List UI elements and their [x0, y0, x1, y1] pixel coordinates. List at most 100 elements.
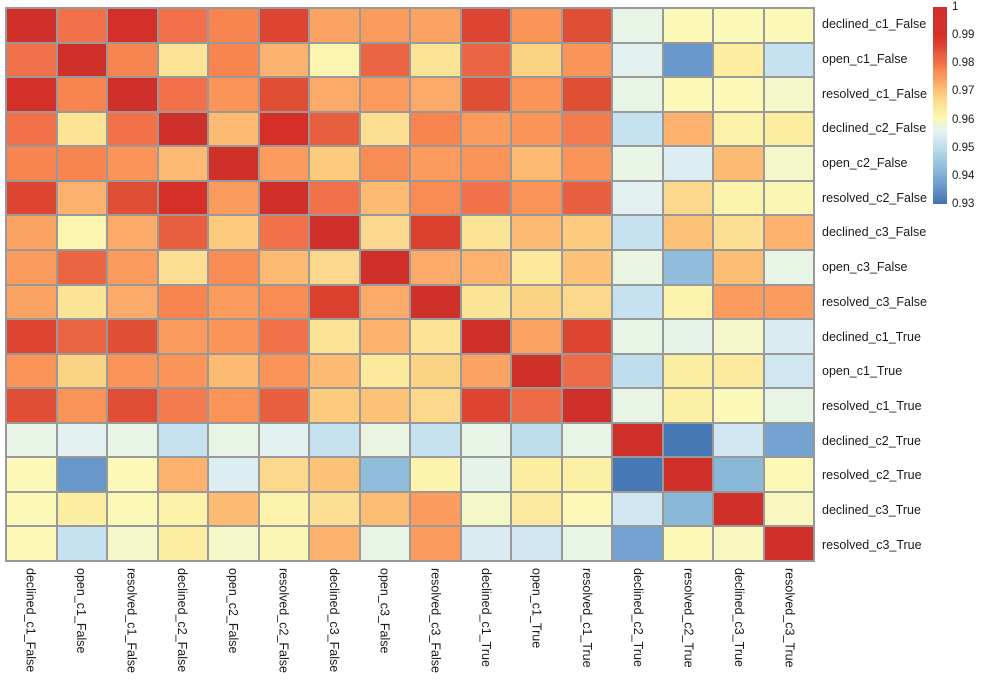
heatmap-cell: [562, 389, 611, 422]
heatmap-cell: [209, 320, 258, 353]
heatmap-cell: [158, 458, 207, 491]
heatmap-cell: [310, 147, 359, 180]
heatmap-cell: [310, 112, 359, 146]
heatmap-cell: [360, 354, 409, 388]
heatmap-cell: [310, 216, 359, 249]
heatmap-cell: [461, 423, 510, 457]
heatmap-cell: [310, 181, 359, 215]
heatmap-cell: [562, 9, 611, 42]
heatmap-cell: [209, 181, 258, 215]
heatmap-cell: [663, 527, 712, 560]
heatmap-cell: [108, 112, 157, 146]
heatmap-cell: [411, 354, 460, 388]
heatmap-cell: [57, 181, 106, 215]
heatmap-cell: [663, 285, 712, 319]
heatmap-cell: [411, 250, 460, 284]
heatmap-cell: [158, 285, 207, 319]
column-label: declined_c1_False: [23, 568, 38, 673]
row-label: declined_c1_True: [822, 329, 921, 344]
heatmap-cell: [158, 250, 207, 284]
heatmap-cell: [663, 423, 712, 457]
heatmap-cell: [411, 112, 460, 146]
heatmap-cell: [562, 78, 611, 111]
heatmap-cell: [57, 320, 106, 353]
heatmap-cell: [663, 354, 712, 388]
heatmap-cell: [259, 389, 308, 422]
heatmap-cell: [663, 181, 712, 215]
heatmap-cell: [259, 112, 308, 146]
heatmap-cell: [158, 147, 207, 180]
heatmap-column-labels: declined_c1_False open_c1_False resolved_c…: [5, 568, 815, 687]
heatmap-cell: [714, 320, 763, 353]
heatmap-cell: [57, 285, 106, 319]
heatmap-cell: [714, 250, 763, 284]
colorbar-gradient: [933, 7, 947, 204]
row-label: open_c1_False: [822, 52, 908, 67]
heatmap-cell: [360, 43, 409, 77]
heatmap-cell: [158, 181, 207, 215]
heatmap-cell: [7, 43, 56, 77]
column-label: resolved_c2_True: [681, 568, 696, 668]
heatmap-cell: [461, 216, 510, 249]
column-label: declined_c2_True: [630, 568, 645, 667]
colorbar-tick: 0.94: [952, 169, 975, 182]
heatmap-cell: [57, 43, 106, 77]
heatmap-cell: [461, 354, 510, 388]
heatmap-cell: [108, 389, 157, 422]
heatmap-cell: [158, 492, 207, 526]
heatmap-cell: [613, 320, 662, 353]
heatmap-cell: [360, 250, 409, 284]
heatmap-cell: [310, 423, 359, 457]
heatmap-cell: [209, 389, 258, 422]
heatmap-cell: [411, 527, 460, 560]
heatmap-cell: [310, 43, 359, 77]
heatmap-cell: [562, 458, 611, 491]
heatmap-cell: [411, 492, 460, 526]
heatmap-cell: [714, 181, 763, 215]
heatmap-cell: [158, 389, 207, 422]
heatmap-cell: [461, 250, 510, 284]
heatmap-cell: [360, 423, 409, 457]
heatmap-cell: [360, 320, 409, 353]
row-label: open_c2_False: [822, 156, 908, 171]
heatmap-cell: [310, 9, 359, 42]
heatmap-cell: [714, 78, 763, 111]
heatmap-cell: [360, 181, 409, 215]
heatmap-cell: [663, 458, 712, 491]
heatmap-cell: [209, 112, 258, 146]
heatmap-cell: [411, 181, 460, 215]
heatmap-cell: [259, 320, 308, 353]
heatmap-cell: [714, 458, 763, 491]
heatmap-cell: [158, 423, 207, 457]
heatmap-cell: [663, 492, 712, 526]
heatmap-cell: [461, 147, 510, 180]
heatmap-cell: [562, 216, 611, 249]
heatmap-cell: [663, 112, 712, 146]
heatmap-cell: [158, 9, 207, 42]
heatmap-cell: [714, 43, 763, 77]
heatmap-cell: [613, 250, 662, 284]
heatmap-cell: [158, 354, 207, 388]
row-label: open_c3_False: [822, 260, 908, 275]
heatmap-cell: [411, 216, 460, 249]
heatmap-cell: [7, 112, 56, 146]
heatmap-cell: [512, 354, 561, 388]
heatmap-cell: [411, 320, 460, 353]
heatmap-cell: [7, 527, 56, 560]
heatmap-cell: [209, 354, 258, 388]
heatmap-cell: [512, 389, 561, 422]
heatmap-cell: [108, 9, 157, 42]
heatmap-cell: [158, 112, 207, 146]
column-label: resolved_c1_True: [580, 568, 595, 668]
heatmap-cell: [259, 216, 308, 249]
heatmap-cell: [714, 285, 763, 319]
colorbar-tick: 1: [952, 1, 959, 13]
heatmap-cell: [209, 250, 258, 284]
heatmap-cell: [562, 181, 611, 215]
heatmap-cell: [663, 320, 712, 353]
heatmap-cell: [57, 216, 106, 249]
heatmap-cell: [663, 250, 712, 284]
heatmap-cell: [360, 78, 409, 111]
heatmap-cell: [209, 527, 258, 560]
row-label: resolved_c3_True: [822, 537, 922, 552]
